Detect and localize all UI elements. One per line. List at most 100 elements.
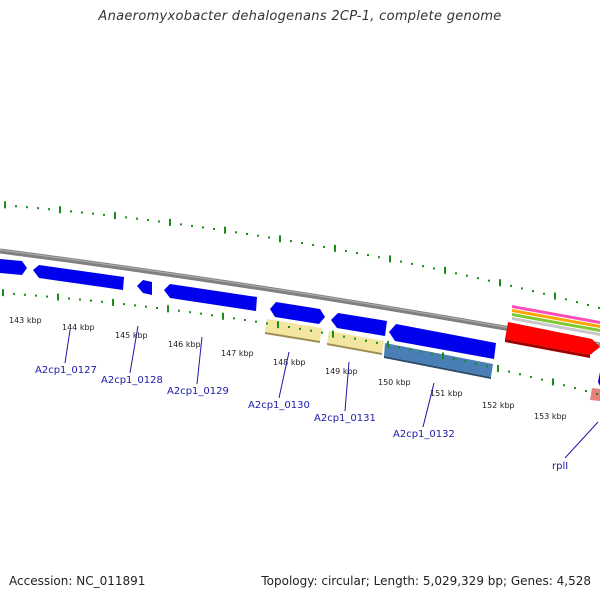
gc-mark [158,220,160,223]
gc-mark [433,267,435,270]
gc-mark [290,240,292,243]
gc-mark [4,201,6,209]
tick-label: 146 kbp [168,340,201,349]
gene-label[interactable]: rplI [552,461,568,472]
tick-mark [563,384,565,387]
tick-mark [101,300,103,303]
tick-mark [189,311,191,314]
gene-arrow[interactable] [164,284,257,311]
tick-mark [475,362,477,365]
tick-mark [321,331,323,334]
gene-bar[interactable] [327,331,384,353]
gc-track-outer [4,201,600,309]
gc-mark [180,223,182,226]
tick-mark [112,298,114,306]
tick-mark [79,298,81,301]
label-leader-line [564,421,599,459]
gc-mark [422,265,424,268]
gc-mark [378,256,380,259]
gene-arrow[interactable] [0,259,27,275]
gene-label[interactable]: A2cp1_0131 [314,413,376,424]
gc-mark [257,234,259,237]
map-title: Anaeromyxobacter dehalogenans 2CP-1, com… [98,9,502,24]
tick-label: 151 kbp [430,389,463,398]
gene-arrow[interactable] [331,313,387,336]
gene-label[interactable]: A2cp1_0129 [167,386,229,397]
gc-mark [356,251,358,254]
gc-mark [224,226,226,234]
tick-mark [398,346,400,349]
tick-mark [585,389,587,392]
tick-mark [497,364,499,372]
gc-mark [477,277,479,280]
gc-mark [246,232,248,235]
tick-mark [310,329,312,332]
gc-mark [312,243,314,246]
gc-mark [499,279,501,287]
gc-mark [59,206,61,214]
tick-mark [90,299,92,302]
gc-mark [15,205,17,208]
tick-mark [486,365,488,368]
gc-mark [26,206,28,209]
gc-mark [70,210,72,213]
gc-mark [268,236,270,239]
tick-mark [409,348,411,351]
gc-mark [334,244,336,252]
gc-mark [202,226,204,229]
gc-mark [213,228,215,231]
tick-mark [233,317,235,320]
gene-arrow[interactable] [137,280,152,295]
gc-mark [455,272,457,275]
tick-mark [167,305,169,313]
gene-label[interactable]: A2cp1_0127 [35,365,97,376]
gc-mark [37,207,39,210]
tick-track: 143 kbp 144 kbp 145 kbp 146 kbp 147 kbp 148 k… [2,289,598,421]
gene-label[interactable]: A2cp1_0132 [393,429,455,440]
gc-mark [565,298,567,301]
gc-mark [279,235,281,243]
label-leader-line [64,329,71,364]
gc-mark [323,245,325,248]
gc-mark [510,284,512,287]
gc-mark [543,292,545,295]
tick-mark [574,387,576,390]
gc-mark [488,279,490,282]
gene-bar[interactable] [384,343,493,377]
tick-label: 150 kbp [378,378,411,387]
label-leader-line [344,361,350,412]
tick-mark [211,314,213,317]
label-leader-line [422,382,435,428]
gene-arrow[interactable] [389,324,496,359]
tick-mark [365,339,367,342]
tick-label: 145 kbp [115,331,148,340]
tick-mark [277,321,279,329]
tick-label: 144 kbp [62,323,95,332]
gc-mark [125,216,127,219]
feature-stack [505,305,600,401]
tick-mark [156,306,158,309]
gene-arrow[interactable] [270,302,325,324]
tick-mark [200,312,202,315]
tick-label: 149 kbp [325,367,358,376]
tick-label: 147 kbp [221,349,254,358]
gene-arrow[interactable] [33,265,124,290]
gc-mark [587,303,589,306]
gc-mark [136,217,138,220]
label-leader-line [278,351,290,399]
tick-mark [24,293,26,296]
gene-label[interactable]: A2cp1_0130 [248,400,310,411]
tick-mark [354,337,356,340]
tick-mark [123,303,125,306]
gene-bar[interactable] [265,319,322,341]
label-leader-line [129,325,139,374]
gc-mark [114,212,116,220]
tick-mark [387,341,389,349]
gc-mark [103,213,105,216]
tick-mark [68,297,70,300]
tick-mark [299,327,301,330]
gc-mark [48,208,50,211]
gene-label[interactable]: A2cp1_0128 [101,375,163,386]
gene-arrow[interactable] [505,322,600,355]
